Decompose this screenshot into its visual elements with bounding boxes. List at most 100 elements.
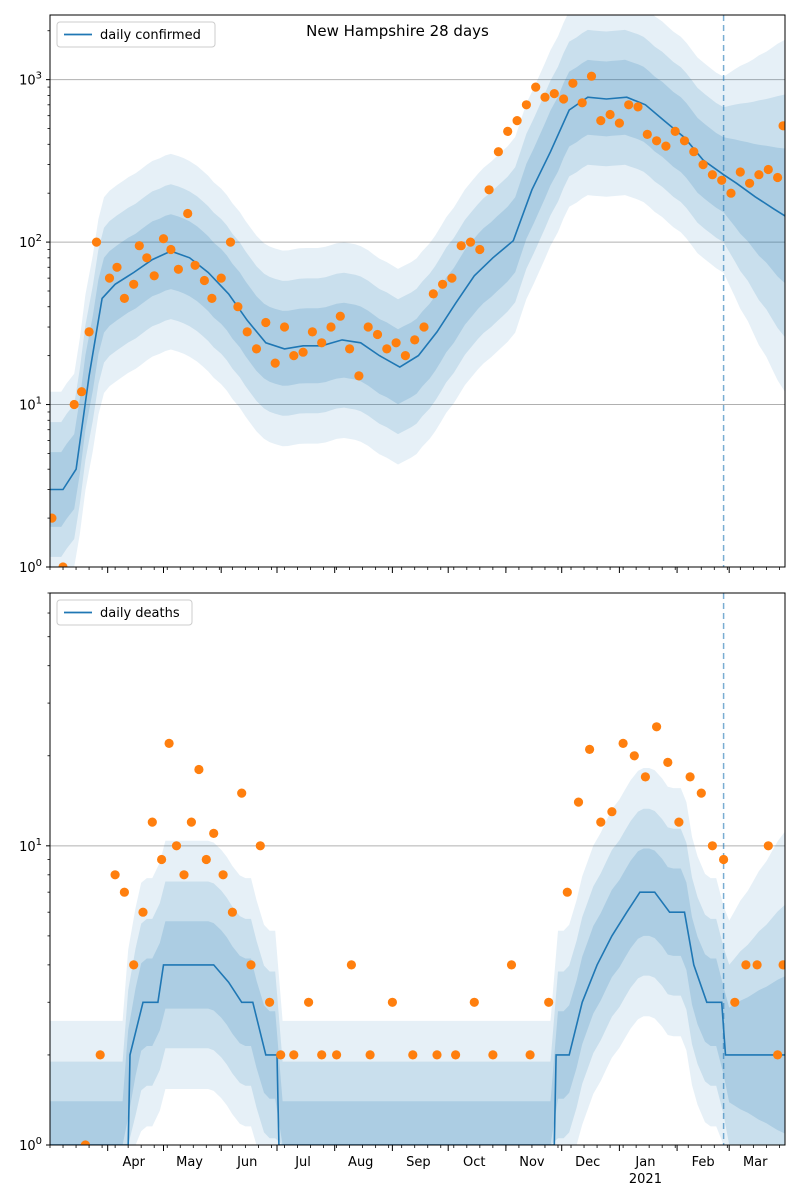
x-tick-label: Feb	[692, 1155, 715, 1170]
y-tick-label: 101	[19, 837, 42, 855]
data-point	[512, 116, 522, 126]
data-point	[763, 841, 773, 851]
x-tick-label: Jan	[634, 1155, 655, 1170]
data-point	[298, 347, 308, 357]
data-point	[270, 358, 280, 368]
data-point	[157, 854, 167, 865]
data-point	[209, 828, 219, 839]
data-point	[503, 126, 513, 136]
data-point	[289, 351, 299, 361]
data-point	[531, 82, 541, 92]
legend: daily confirmed	[56, 21, 216, 48]
data-point	[365, 1050, 375, 1060]
data-point	[419, 322, 429, 332]
data-point	[605, 109, 615, 120]
data-point	[261, 317, 271, 328]
uncertainty-band-2	[50, 29, 785, 557]
legend-label: daily deaths	[100, 606, 180, 621]
x-tick-label: Nov	[519, 1155, 545, 1170]
data-point	[663, 757, 673, 768]
data-point	[190, 260, 200, 270]
data-point	[147, 817, 157, 827]
data-point	[129, 960, 139, 970]
data-point	[661, 141, 671, 151]
data-point	[307, 327, 317, 337]
data-point	[408, 1050, 418, 1060]
uncertainty-band-1	[50, 768, 785, 1145]
data-point	[438, 279, 448, 289]
data-point	[607, 807, 617, 817]
y-tick-label: 103	[19, 71, 42, 89]
observed-points	[80, 722, 785, 1145]
data-point	[475, 244, 485, 255]
data-point	[166, 244, 176, 255]
data-point	[652, 722, 662, 732]
data-point	[201, 854, 211, 865]
data-point	[199, 275, 209, 286]
data-point	[730, 997, 740, 1007]
data-point	[218, 870, 228, 880]
chart-title: New Hampshire 28 days	[306, 22, 489, 40]
data-point	[778, 121, 785, 131]
data-point	[216, 273, 226, 283]
data-point	[778, 960, 785, 970]
data-point	[142, 253, 152, 263]
data-point	[559, 94, 569, 104]
data-point	[549, 89, 559, 99]
data-point	[707, 170, 718, 180]
data-point	[674, 817, 684, 827]
data-point	[332, 1050, 342, 1060]
data-point	[484, 185, 494, 195]
data-point	[84, 327, 94, 337]
data-point	[685, 772, 695, 782]
data-point	[69, 399, 79, 410]
x-tick-label: Dec	[575, 1155, 600, 1170]
data-point	[745, 178, 755, 188]
data-point	[279, 322, 290, 332]
data-point	[618, 738, 628, 749]
uncertainty-band-2	[50, 808, 785, 1145]
data-point	[451, 1050, 461, 1060]
data-point	[138, 907, 148, 917]
data-point	[629, 751, 639, 761]
data-point	[735, 167, 745, 177]
data-point	[119, 293, 129, 303]
data-point	[696, 788, 706, 798]
data-point	[77, 387, 87, 397]
data-point	[689, 147, 699, 157]
data-point	[456, 241, 466, 251]
data-point	[346, 960, 356, 970]
deaths-panel: 100 101 Apr May Jun Jul Aug Sep Oct Nov Dec Jan 2021…	[19, 592, 786, 1187]
data-point	[707, 841, 718, 851]
uncertainty-band-3	[50, 59, 785, 527]
data-point	[410, 335, 420, 345]
data-point	[719, 854, 729, 865]
data-point	[80, 1140, 90, 1145]
data-point	[265, 997, 275, 1007]
data-point	[149, 271, 159, 281]
series-line	[50, 891, 785, 1145]
data-point	[158, 234, 169, 244]
data-point	[741, 960, 751, 970]
data-point	[104, 273, 115, 283]
data-point	[317, 1050, 327, 1060]
uncertainty-band-3	[50, 848, 785, 1145]
data-point	[577, 98, 587, 108]
data-point	[186, 817, 196, 827]
data-point	[698, 160, 708, 170]
data-point	[596, 817, 606, 827]
y-tick-label: 100	[19, 1136, 42, 1154]
data-point	[134, 241, 144, 251]
data-point	[488, 1050, 498, 1060]
data-point	[225, 237, 236, 247]
data-point	[586, 71, 597, 81]
data-point	[91, 237, 102, 247]
data-point	[447, 273, 457, 283]
data-point	[112, 262, 122, 272]
data-point	[633, 102, 643, 112]
x-tick-label: Sep	[406, 1155, 431, 1170]
data-point	[255, 841, 265, 851]
data-point	[289, 1050, 299, 1060]
data-point	[763, 164, 773, 175]
data-point	[372, 329, 383, 340]
